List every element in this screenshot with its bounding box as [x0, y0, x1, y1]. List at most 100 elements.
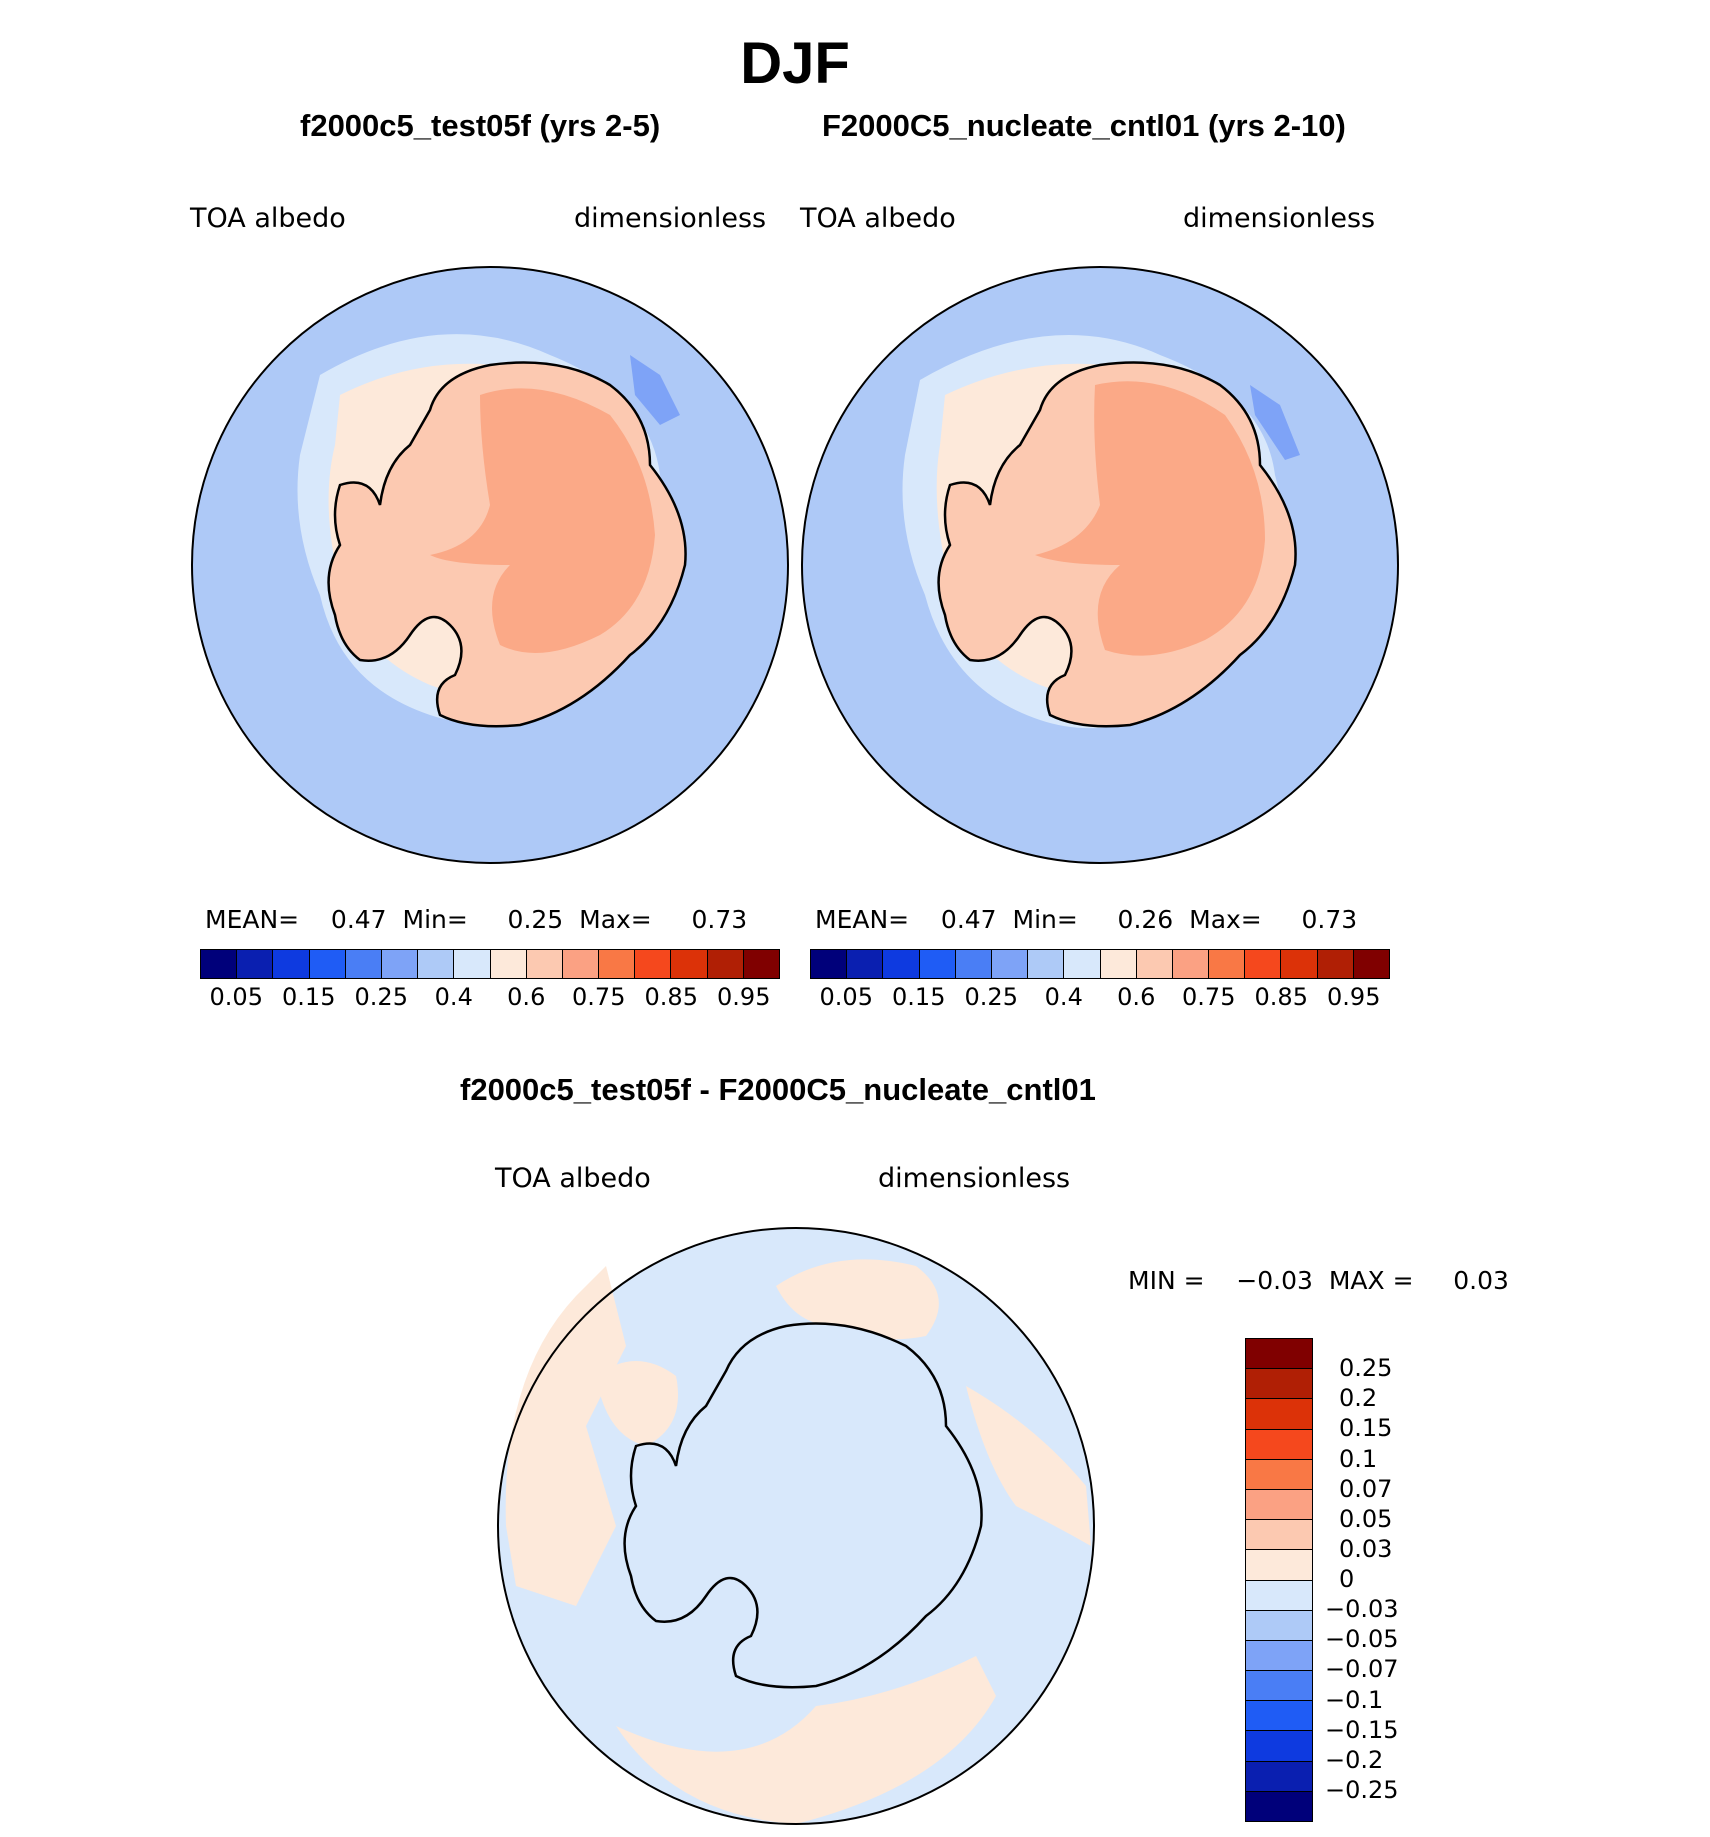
panel-1-colorbar-ticks: 0.05 0.15 0.25 0.4 0.6 0.75 0.85 0.95: [200, 979, 780, 1011]
colorbar-swatch-15: [743, 950, 779, 978]
panel-1-colorbar-cells: [200, 949, 780, 979]
colorbar-swatch-4: [345, 950, 382, 978]
colorbar-tick-label: 0.95: [717, 983, 771, 1011]
panel-2-colorbar-ticks: 0.05 0.15 0.25 0.4 0.6 0.75 0.85 0.95: [810, 979, 1390, 1011]
colorbar-swatch-6: [1028, 950, 1065, 978]
colorbar-swatch-14: [707, 950, 744, 978]
colorbar-swatch-0: [811, 950, 848, 978]
colorbar-tick-label: 0.2: [1339, 1384, 1378, 1413]
panel-2-map-border: [801, 266, 1399, 864]
colorbar-swatch-5: [381, 950, 419, 978]
colorbar-tick-label: −0.15: [1325, 1715, 1399, 1744]
diff-colorbar-cells: [1245, 1338, 1313, 1822]
panel-1-units-label: dimensionless: [574, 203, 767, 234]
colorbar-tick-label: 0: [1339, 1565, 1355, 1593]
panel-2-min-value: 0.26: [1117, 905, 1174, 934]
panel-2-max-label: Max=: [1189, 905, 1262, 934]
diff-map-border: [497, 1227, 1095, 1825]
diff-positive-region-2: [776, 1259, 939, 1340]
panel-2-title: F2000C5_nucleate_cntl01 (yrs 2-10): [822, 108, 1346, 143]
colorbar-tick-label: 0.15: [1339, 1414, 1393, 1443]
panel-2-map: [801, 266, 1399, 864]
colorbar-swatch-5: [1246, 1489, 1312, 1521]
panel-1-ocean-deep-patch: [630, 355, 680, 425]
panel-1-map-border: [191, 266, 789, 864]
colorbar-tick-label: 0.6: [1117, 983, 1156, 1011]
colorbar-tick-label: 0.4: [434, 983, 473, 1011]
colorbar-swatch-2: [883, 950, 920, 978]
colorbar-swatch-4: [955, 950, 992, 978]
diff-variable-label: TOA albedo: [495, 1163, 651, 1194]
colorbar-swatch-12: [1246, 1701, 1312, 1732]
colorbar-swatch-15: [1246, 1791, 1312, 1821]
colorbar-swatch-15: [1353, 950, 1389, 978]
panel-1-plateau: [430, 388, 655, 653]
panel-1-min-label: Min=: [402, 905, 468, 934]
panel-1-max-value: 0.73: [691, 905, 748, 934]
colorbar-swatch-0: [1246, 1339, 1312, 1370]
colorbar-tick-label: −0.1: [1325, 1685, 1384, 1714]
panel-2-max-value: 0.73: [1301, 905, 1358, 934]
colorbar-tick-label: 0.75: [572, 983, 626, 1011]
colorbar-tick-label: 0.03: [1339, 1534, 1393, 1563]
colorbar-swatch-6: [418, 950, 455, 978]
colorbar-tick-label: 0.15: [282, 983, 336, 1011]
colorbar-swatch-1: [847, 950, 884, 978]
diff-minmax: MIN = −0.03 MAX = 0.03: [1128, 1266, 1509, 1295]
colorbar-swatch-4: [1246, 1459, 1312, 1490]
colorbar-tick-label: 0.95: [1327, 983, 1381, 1011]
diff-units-label: dimensionless: [878, 1163, 1071, 1194]
colorbar-swatch-14: [1317, 950, 1354, 978]
colorbar-swatch-7: [1246, 1550, 1312, 1581]
colorbar-tick-label: 0.25: [354, 983, 408, 1011]
panel-2-min-label: Min=: [1012, 905, 1078, 934]
colorbar-swatch-3: [1246, 1429, 1312, 1460]
panel-1-title: f2000c5_test05f (yrs 2-5): [300, 108, 661, 143]
colorbar-swatch-5: [991, 950, 1029, 978]
panel-1-min-value: 0.25: [507, 905, 564, 934]
colorbar-swatch-6: [1246, 1520, 1312, 1551]
colorbar-swatch-0: [201, 950, 238, 978]
panel-1-mean-label: MEAN=: [205, 905, 300, 934]
panel-1-colorbar: 0.05 0.15 0.25 0.4 0.6 0.75 0.85 0.95: [200, 949, 780, 1011]
panel-2-stats: MEAN= 0.47 Min= 0.26 Max= 0.73: [815, 905, 1357, 934]
colorbar-tick-label: 0.4: [1044, 983, 1083, 1011]
colorbar-tick-label: 0.6: [507, 983, 546, 1011]
diff-positive-region-5: [596, 1361, 678, 1446]
panel-1-mean-value: 0.47: [330, 905, 387, 934]
diff-colorbar: 0.25 0.2 0.15 0.1 0.07 0.05 0.03 0 −0.03 −0.05 −0.…: [1245, 1338, 1399, 1822]
panel-2-plateau: [1035, 381, 1265, 656]
colorbar-swatch-9: [1246, 1610, 1312, 1641]
colorbar-swatch-12: [1245, 950, 1282, 978]
colorbar-tick-label: 0.15: [892, 983, 946, 1011]
colorbar-swatch-11: [1209, 950, 1246, 978]
colorbar-swatch-12: [635, 950, 672, 978]
panel-2-colorbar-cells: [810, 949, 1390, 979]
colorbar-tick-label: −0.05: [1325, 1625, 1399, 1654]
colorbar-swatch-7: [1064, 950, 1101, 978]
panel-1-map: [191, 266, 789, 864]
colorbar-swatch-11: [1246, 1671, 1312, 1702]
colorbar-swatch-2: [1246, 1399, 1312, 1430]
colorbar-tick-label: 0.75: [1182, 983, 1236, 1011]
panel-2-colorbar: 0.05 0.15 0.25 0.4 0.6 0.75 0.85 0.95: [810, 949, 1390, 1011]
colorbar-swatch-8: [1100, 950, 1137, 978]
colorbar-swatch-9: [526, 950, 563, 978]
colorbar-swatch-11: [599, 950, 636, 978]
colorbar-tick-label: 0.25: [1339, 1354, 1393, 1383]
colorbar-swatch-7: [454, 950, 491, 978]
colorbar-tick-label: 0.05: [209, 983, 263, 1011]
colorbar-tick-label: −0.03: [1325, 1595, 1399, 1624]
diff-map: [497, 1227, 1095, 1825]
colorbar-swatch-3: [309, 950, 346, 978]
colorbar-tick-label: −0.25: [1325, 1775, 1399, 1804]
panel-2-ocean-deep-patch: [1250, 385, 1300, 460]
colorbar-tick-label: 0.85: [1254, 983, 1308, 1011]
panel-1-variable-label: TOA albedo: [190, 203, 346, 234]
diff-positive-region-1: [505, 1266, 626, 1606]
colorbar-tick-label: 0.05: [819, 983, 873, 1011]
panel-2-units-label: dimensionless: [1183, 203, 1376, 234]
diff-antarctica: [623, 1322, 983, 1689]
colorbar-swatch-13: [671, 950, 708, 978]
colorbar-swatch-10: [1246, 1640, 1312, 1672]
